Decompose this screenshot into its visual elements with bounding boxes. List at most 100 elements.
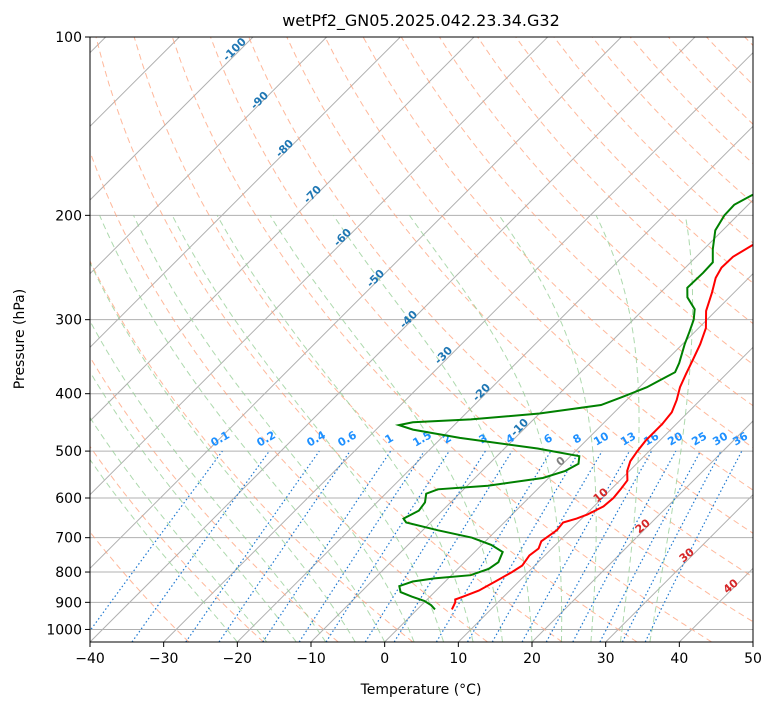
x-tick-label: −40 xyxy=(75,651,105,667)
y-tick-label: 1000 xyxy=(46,622,82,638)
dry-adiabat-line xyxy=(171,37,712,642)
mixing-ratio-label: 0.2 xyxy=(255,428,278,449)
background-lines xyxy=(90,37,753,642)
chart-title: wetPf2_GN05.2025.042.23.34.G32 xyxy=(282,11,560,31)
y-tick-label: 400 xyxy=(55,387,82,403)
moist-adiabat-line xyxy=(133,215,415,642)
mixing-ratio-label: 30 xyxy=(710,429,730,448)
x-tick-label: 10 xyxy=(449,651,467,667)
isotherm-line xyxy=(90,37,254,201)
isotherm-label: -60 xyxy=(331,226,354,249)
isotherm-label: -30 xyxy=(432,344,455,367)
temperature-line xyxy=(450,243,753,610)
x-tick-label: −20 xyxy=(223,651,253,667)
mixing-ratio-line xyxy=(545,450,653,642)
moist-adiabat-line xyxy=(99,215,386,642)
sounding-profiles xyxy=(394,193,753,611)
x-tick-label: 30 xyxy=(597,651,615,667)
x-tick-label: −30 xyxy=(149,651,179,667)
isotherm-line xyxy=(90,37,401,349)
dry-adiabat-line xyxy=(210,37,753,623)
mixing-ratio-label: 0.4 xyxy=(305,428,329,449)
moist-adiabat-line xyxy=(90,261,356,642)
isotherm-label: -100 xyxy=(220,35,249,64)
isotherm-label: -80 xyxy=(273,137,296,160)
dewpoint-line xyxy=(394,193,753,611)
mixing-ratio-line xyxy=(599,450,702,642)
y-tick-label: 900 xyxy=(55,595,82,611)
dry-adiabat-line xyxy=(90,150,488,642)
dry-adiabat-line xyxy=(515,37,753,284)
isotherm-line xyxy=(457,346,753,642)
mixing-ratio-line xyxy=(572,450,677,642)
mixing-ratio-label: 25 xyxy=(689,430,709,449)
isotherm-label: -70 xyxy=(301,183,324,206)
isotherm-label: -50 xyxy=(364,267,387,290)
x-tick-label: 40 xyxy=(670,651,688,667)
mixing-ratio-line xyxy=(90,450,223,632)
mixing-ratio-line xyxy=(521,450,631,642)
mixing-ratio-label: 36 xyxy=(730,429,750,448)
dry-adiabat-line xyxy=(553,37,753,244)
isotherm-line xyxy=(163,51,753,642)
moist-adiabat-line xyxy=(171,215,445,642)
dry-adiabat-line xyxy=(286,37,753,534)
y-tick-label: 600 xyxy=(55,491,82,507)
y-tick-label: 100 xyxy=(55,30,82,46)
x-tick-label: 0 xyxy=(380,651,389,667)
mixing-ratio-line xyxy=(644,450,743,642)
dry-adiabat-line xyxy=(90,445,264,642)
x-tick-label: 50 xyxy=(744,651,762,667)
y-tick-label: 300 xyxy=(55,313,82,329)
isotherm-line xyxy=(310,199,753,642)
mixing-ratio-line xyxy=(435,450,552,642)
wetbulb-label: 40 xyxy=(721,576,741,596)
dry-adiabat-line xyxy=(706,37,753,86)
isotherm-line xyxy=(752,641,753,642)
dry-adiabat-line xyxy=(95,37,563,642)
y-tick-label: 700 xyxy=(55,531,82,547)
reference-labels: -100-90-80-70-60-50-40-30-20-100.1 0.2 0.4… xyxy=(209,35,751,596)
mixing-ratio-line xyxy=(262,450,392,642)
y-axis-label: Pressure (hPa) xyxy=(12,289,28,389)
mixing-ratio-line xyxy=(364,450,486,642)
isotherm-line xyxy=(236,125,753,642)
isotherm-line xyxy=(90,37,622,570)
axis-ticks: −40 −30 −20 −10 0 10 20 30 40 5010020030040050060… xyxy=(46,30,762,667)
mixing-ratio-line xyxy=(621,450,722,642)
moist-adiabat-line xyxy=(90,416,268,642)
dry-adiabat-line xyxy=(133,37,638,642)
isotherm-line xyxy=(531,420,753,642)
mixing-ratio-label: 0.6 xyxy=(336,428,360,449)
mixing-ratio-label: 6 xyxy=(542,431,555,446)
dry-adiabat-line xyxy=(90,356,339,642)
y-tick-label: 500 xyxy=(55,444,82,460)
mixing-ratio-line xyxy=(466,450,580,642)
moist-adiabat-line xyxy=(216,215,474,642)
moist-adiabat-line xyxy=(332,215,533,642)
isotherm-label: -20 xyxy=(470,381,493,404)
wetbulb-label: 20 xyxy=(633,516,653,536)
dry-adiabat-line xyxy=(324,37,753,491)
plot-frame xyxy=(89,36,754,643)
isotherm-line xyxy=(384,272,753,642)
x-axis-label: Temperature (°C) xyxy=(360,682,482,698)
y-tick-label: 200 xyxy=(55,208,82,224)
mixing-ratio-line xyxy=(491,450,603,642)
mixing-ratio-line xyxy=(325,450,450,642)
mixing-ratio-label: 16 xyxy=(641,429,661,448)
mixing-ratio-line xyxy=(298,450,425,642)
isotherm-line xyxy=(90,37,549,496)
dry-adiabat-line xyxy=(90,531,190,642)
isotherm-line xyxy=(605,493,753,642)
isotherm-line xyxy=(90,37,328,275)
moist-adiabat-line xyxy=(269,215,503,642)
wetbulb-label: 30 xyxy=(677,545,697,565)
isotherm-label: -40 xyxy=(397,308,420,331)
mixing-ratio-line xyxy=(131,450,270,642)
mixing-ratio-line xyxy=(218,450,351,642)
x-tick-label: 20 xyxy=(523,651,541,667)
mixing-ratio-line xyxy=(185,450,320,642)
moist-adiabat-line xyxy=(90,320,327,642)
mixing-ratio-label: 1 xyxy=(383,431,396,446)
